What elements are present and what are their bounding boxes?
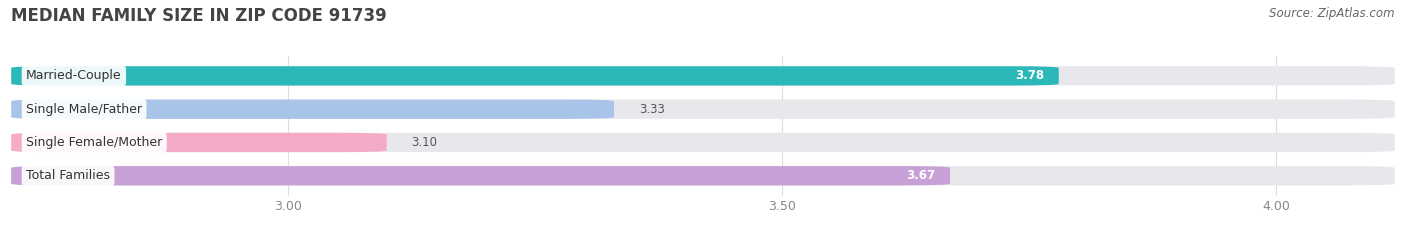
FancyBboxPatch shape [11,166,1395,185]
Text: Source: ZipAtlas.com: Source: ZipAtlas.com [1270,7,1395,20]
FancyBboxPatch shape [11,99,614,119]
Text: 3.10: 3.10 [412,136,437,149]
Text: Single Female/Mother: Single Female/Mother [27,136,162,149]
Text: 3.78: 3.78 [1015,69,1043,82]
Text: Total Families: Total Families [27,169,110,182]
FancyBboxPatch shape [11,99,1395,119]
FancyBboxPatch shape [11,66,1059,86]
Text: Single Male/Father: Single Male/Father [27,103,142,116]
FancyBboxPatch shape [11,133,1395,152]
Text: 3.33: 3.33 [638,103,665,116]
FancyBboxPatch shape [11,166,950,185]
FancyBboxPatch shape [11,66,1395,86]
Text: MEDIAN FAMILY SIZE IN ZIP CODE 91739: MEDIAN FAMILY SIZE IN ZIP CODE 91739 [11,7,387,25]
FancyBboxPatch shape [11,133,387,152]
Text: Married-Couple: Married-Couple [27,69,122,82]
Text: 3.67: 3.67 [905,169,935,182]
